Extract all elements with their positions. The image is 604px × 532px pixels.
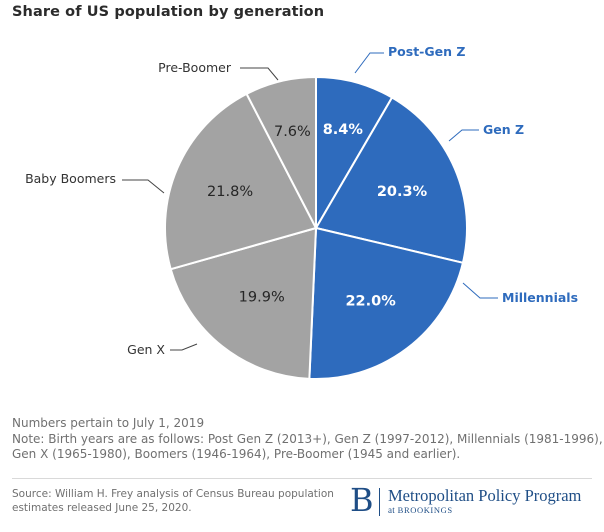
pie-value-label-millennials: 22.0% xyxy=(345,293,396,309)
leader-line-post-gen-z xyxy=(354,52,384,74)
pie-slice-millennials xyxy=(308,227,464,380)
source-note: Source: William H. Frey analysis of Cens… xyxy=(12,487,342,515)
logo-subtitle: at BROOKINGS xyxy=(388,505,453,515)
chart-notes: Numbers pertain to July 1, 2019 Note: Bi… xyxy=(12,416,603,463)
pie-slice-gen-x xyxy=(169,227,317,380)
pie-slices xyxy=(164,76,468,380)
category-label-millennials: Millennials xyxy=(502,290,578,305)
notes-line-1: Numbers pertain to July 1, 2019 xyxy=(12,416,205,430)
pie-slice-gen-z xyxy=(315,96,468,264)
logo-sub-prefix: at xyxy=(388,505,396,515)
pie-value-label-gen-x: 19.9% xyxy=(239,290,285,306)
logo-program-name: Metropolitan Policy Program xyxy=(388,486,582,505)
pie-value-label-baby-boomers: 21.8% xyxy=(207,184,253,200)
leader-line-pre-boomer xyxy=(240,67,279,81)
pie-slice-pre-boomer xyxy=(245,76,317,229)
brookings-logo: B Metropolitan Policy Program at BROOKIN… xyxy=(350,482,600,522)
pie-value-label-gen-z: 20.3% xyxy=(377,184,428,200)
category-label-post-gen-z: Post-Gen Z xyxy=(388,44,465,59)
category-label-baby-boomers: Baby Boomers xyxy=(25,171,116,186)
logo-letter: B xyxy=(350,481,374,519)
footer-divider xyxy=(12,478,592,479)
pie-category-labels: Post-Gen Z Gen Z Millennials Gen X Baby Boom… xyxy=(25,44,578,357)
leader-line-gen-x xyxy=(170,343,198,351)
source-line-1: Source: William H. Frey analysis of Cens… xyxy=(12,488,334,500)
pie-value-label-pre-boomer: 7.6% xyxy=(274,124,311,140)
logo-sub-org: BROOKINGS xyxy=(397,505,453,515)
pie-chart: 8.4% 20.3% 22.0% 19.9% 21.8% 7.6% Post-Gen Z Ge… xyxy=(25,44,578,380)
leader-line-millennials xyxy=(462,282,498,299)
leader-line-baby-boomers xyxy=(122,179,165,194)
pie-value-label-post-gen-z: 8.4% xyxy=(323,122,364,138)
leader-line-gen-z xyxy=(448,129,479,142)
category-label-gen-x: Gen X xyxy=(127,342,165,357)
source-line-2: estimates released June 25, 2020. xyxy=(12,502,192,514)
category-label-pre-boomer: Pre-Boomer xyxy=(158,60,232,75)
notes-line-2: Note: Birth years are as follows: Post G… xyxy=(12,431,603,446)
logo-divider xyxy=(379,488,380,516)
pie-slice-baby-boomers xyxy=(164,92,317,271)
category-label-gen-z: Gen Z xyxy=(483,122,524,137)
chart-title: Share of US population by generation xyxy=(12,4,325,20)
notes-line-3: Gen X (1965-1980), Boomers (1946-1964), … xyxy=(12,447,461,461)
pie-value-labels: 8.4% 20.3% 22.0% 19.9% 21.8% 7.6% xyxy=(207,122,428,309)
